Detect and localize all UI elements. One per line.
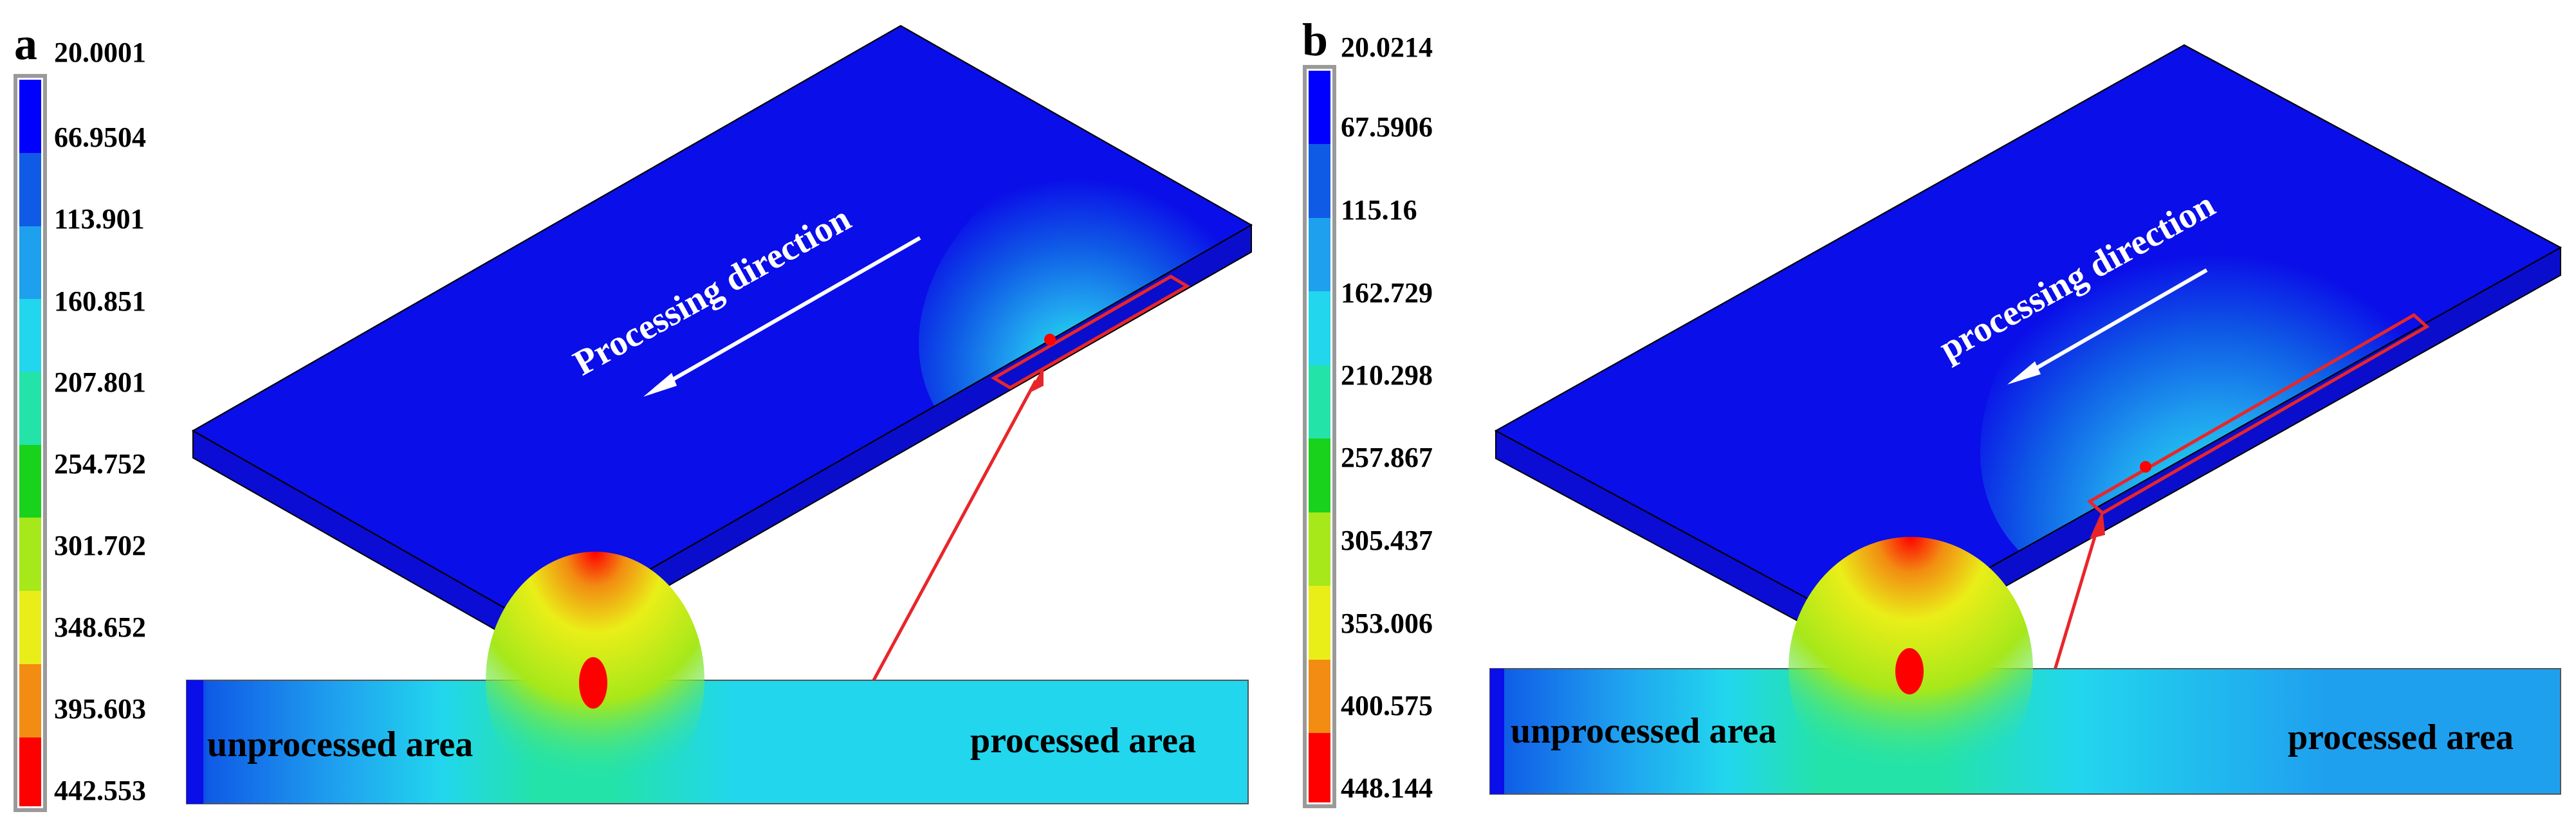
plate-top-outline: [1494, 44, 2562, 635]
legend-swatch: [1309, 218, 1330, 291]
legend-label: 66.9504: [54, 122, 146, 153]
legend-label: 448.144: [1341, 772, 1433, 804]
plate-top-outline: [191, 24, 1253, 631]
legend-swatch: [1309, 71, 1330, 144]
processed-area-label: processed area: [2288, 718, 2514, 757]
direction-arrowhead: [643, 373, 677, 397]
cross-section-band: [186, 680, 1249, 804]
legend-label: 348.652: [54, 611, 146, 643]
legend-label: 400.575: [1341, 690, 1433, 721]
legend-label: 20.0214: [1341, 32, 1433, 63]
legend-swatch: [1309, 291, 1330, 365]
legend-label: 257.867: [1341, 442, 1433, 473]
cross-section-edge: [1490, 669, 1504, 794]
direction-arrowhead: [2007, 361, 2041, 384]
legend-swatch: [19, 664, 41, 737]
callout-arrow: [863, 379, 1038, 697]
panel-letter: a: [14, 18, 37, 69]
color-legend: 20.0001 66.9504 113.901 160.851 207.801 …: [14, 37, 146, 812]
panel-letter: b: [1302, 14, 1328, 66]
legend-swatch: [19, 591, 41, 664]
legend-frame: [14, 74, 47, 812]
cross-section-edge: [187, 680, 203, 804]
selection-box: [991, 275, 1190, 390]
panel-b: b 20.0214 67.5906 115.16 162.729 210.298…: [1302, 14, 2562, 808]
legend-label: 301.702: [54, 530, 146, 561]
heat-source-spot: [2140, 461, 2151, 473]
legend-swatch: [19, 80, 41, 153]
callout-arrowhead: [2090, 510, 2105, 539]
legend-label: 305.437: [1341, 525, 1433, 556]
legend-swatch: [1309, 439, 1330, 512]
legend-label: 395.603: [54, 693, 146, 725]
legend-swatch: [19, 226, 41, 299]
cross-section: unprocessed area processed area: [186, 552, 1249, 809]
legend-swatch: [1309, 365, 1330, 439]
direction-arrow: [2019, 268, 2208, 379]
cross-section: unprocessed area processed area: [1489, 537, 2561, 800]
legend-label: 207.801: [54, 366, 146, 398]
legend-label: 67.5906: [1341, 111, 1433, 143]
legend-swatch: [19, 372, 41, 445]
legend-swatch: [19, 737, 41, 806]
legend-label: 254.752: [54, 448, 146, 480]
callout-arrow: [2050, 523, 2101, 679]
legend-label: 442.553: [54, 775, 146, 806]
legend-label: 162.729: [1341, 277, 1433, 309]
legend-label: 210.298: [1341, 359, 1433, 391]
legend-label: 353.006: [1341, 608, 1433, 639]
melt-pool-core: [1895, 648, 1924, 694]
melt-pool-core: [579, 657, 607, 709]
plate-3d: [1494, 44, 2562, 662]
legend-label: 113.901: [54, 203, 145, 235]
legend-label: 20.0001: [54, 37, 146, 68]
unprocessed-area-label: unprocessed area: [207, 725, 473, 764]
legend-label: 160.851: [54, 285, 146, 317]
legend-swatch: [1309, 144, 1330, 218]
legend-swatch: [19, 518, 41, 591]
panel-a: a 20.0001 66.9504 113.901 160.851 207.80…: [14, 18, 1253, 812]
processed-area-label: processed area: [970, 721, 1196, 761]
selection-box: [2086, 312, 2430, 516]
legend-swatch: [19, 299, 41, 372]
heat-source-spot: [1044, 334, 1056, 345]
legend-label: 115.16: [1341, 194, 1417, 226]
legend-frame: [1303, 65, 1336, 808]
direction-arrow: [655, 236, 921, 391]
legend-swatch: [1309, 512, 1330, 586]
legend-swatch: [1309, 733, 1330, 802]
unprocessed-area-label: unprocessed area: [1511, 711, 1776, 751]
legend-swatch: [19, 445, 41, 518]
legend-swatch: [19, 153, 41, 226]
legend-swatch: [1309, 586, 1330, 660]
color-legend: 20.0214 67.5906 115.16 162.729 210.298 2…: [1303, 32, 1433, 808]
callout-arrowhead: [1028, 366, 1044, 393]
plate-3d: [191, 24, 1253, 658]
legend-swatch: [1309, 660, 1330, 733]
